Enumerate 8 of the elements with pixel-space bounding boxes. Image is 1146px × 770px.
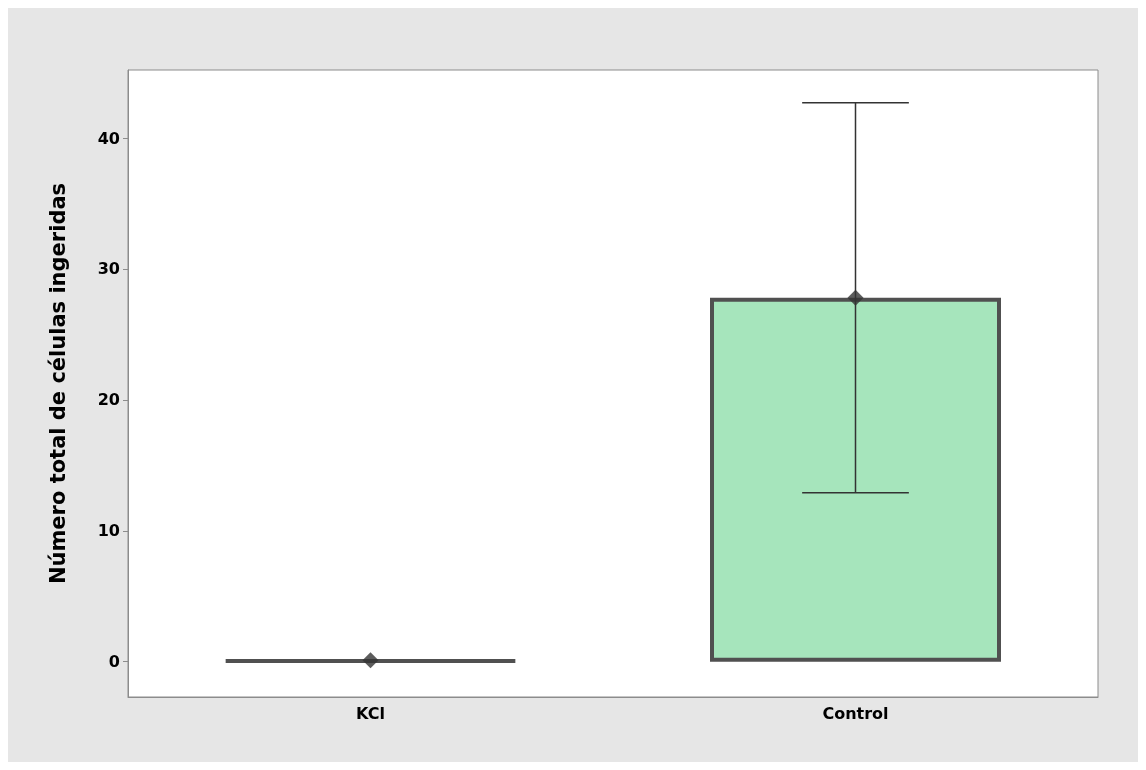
y-tick-label: 10 bbox=[97, 521, 120, 541]
y-tick-label: 0 bbox=[108, 652, 120, 672]
y-tick-label: 30 bbox=[97, 259, 120, 279]
y-tick-label: 20 bbox=[97, 390, 120, 410]
x-tick-label: KCl bbox=[356, 703, 385, 723]
y-tick-label: 40 bbox=[97, 128, 120, 148]
x-tick-label: Control bbox=[822, 703, 889, 723]
y-axis-title: Número total de células ingeridas bbox=[45, 182, 70, 585]
